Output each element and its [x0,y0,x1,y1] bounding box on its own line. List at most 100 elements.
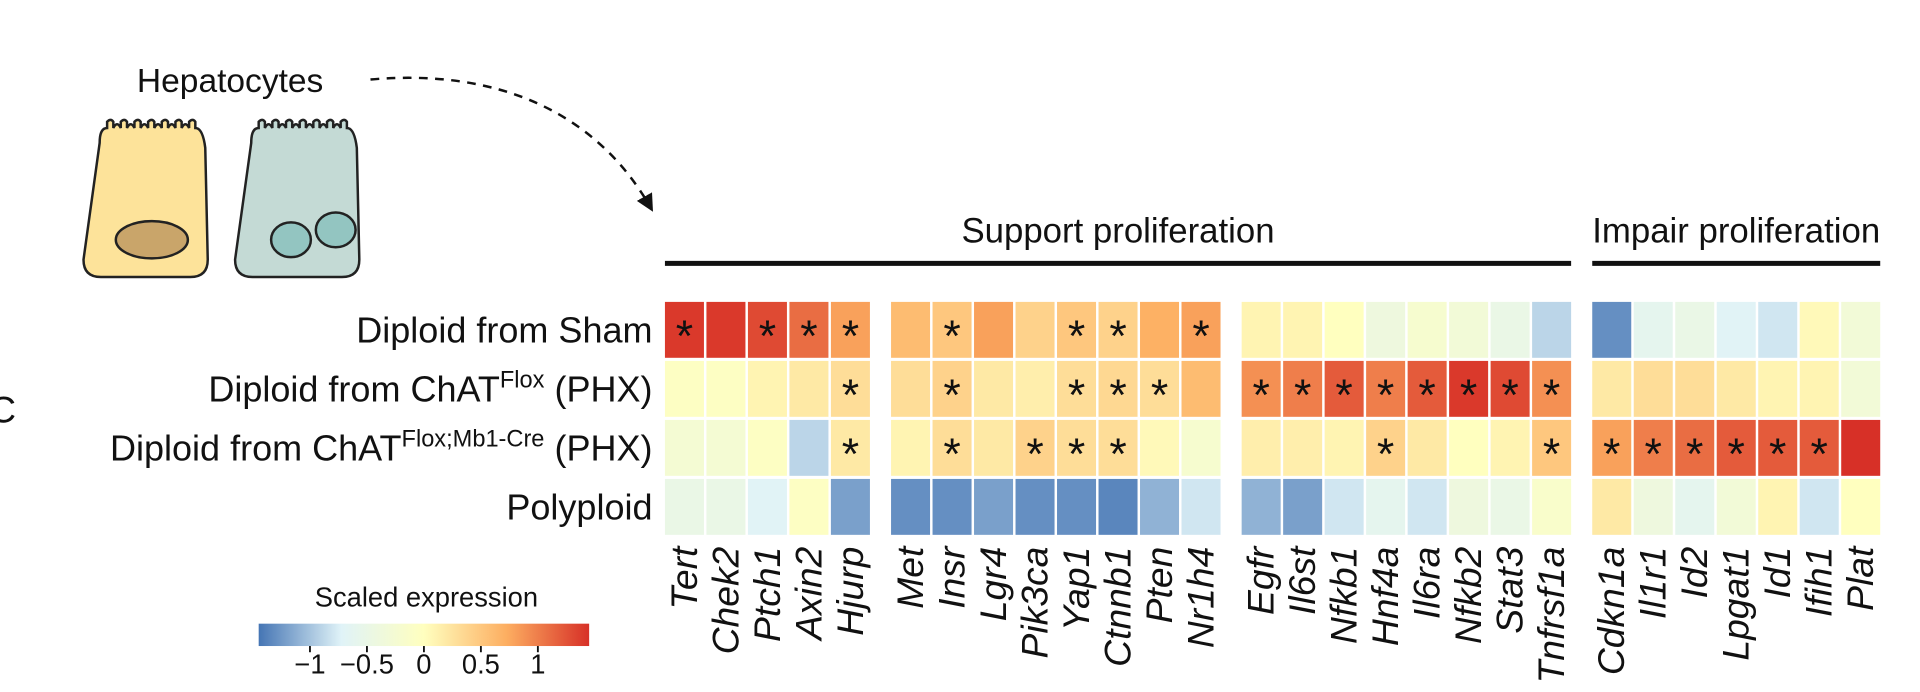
column-label: Nfkb1 [1323,547,1365,644]
heatmap-cell [1241,419,1281,476]
significance-mark: * [1645,430,1662,479]
heatmap-cell [830,478,870,535]
row-label: Diploid from ChATFlox;Mb1-Cre (PHX) [110,427,653,469]
heatmap-cell [1098,419,1138,476]
heatmap-cell [1799,301,1839,358]
significance-mark: * [1151,371,1168,420]
heatmap-cell [706,478,746,535]
heatmap-cell [1841,360,1881,417]
heatmap-cell [932,419,972,476]
heatmap-cell [1241,478,1281,535]
significance-mark: * [1501,371,1518,420]
significance-mark: * [1068,312,1085,361]
heatmap-cell [747,301,787,358]
heatmap-cell [974,478,1014,535]
column-label: Cdkn1a [1590,547,1632,675]
heatmap-cell [1716,360,1756,417]
significance-mark: * [1335,371,1352,420]
heatmap-cell [1407,301,1447,358]
heatmap-cell [1407,360,1447,417]
heatmap-cell [1324,360,1364,417]
heatmap-cell [1758,478,1798,535]
significance-mark: * [1686,430,1703,479]
column-label: Axin2 [787,546,829,641]
heatmap-cell [1799,360,1839,417]
hepatocyte-diploid [82,118,209,279]
heatmap-cell [1592,478,1632,535]
heatmap-cell [1490,360,1530,417]
significance-mark: * [842,371,859,420]
heatmap-cell [1366,478,1406,535]
significance-mark: * [1192,312,1209,361]
heatmap-cell [1449,301,1489,358]
heatmap-cell [1633,301,1673,358]
heatmap-cell [1181,360,1221,417]
heatmap-cell [1366,360,1406,417]
column-label: Lpgat1 [1715,547,1757,661]
heatmap-cell [747,360,787,417]
heatmap-cell [747,478,787,535]
column-label: Plat [1839,545,1881,611]
heatmap-cell [1758,301,1798,358]
row-label-text: (PHX) [544,368,652,409]
column-label: Il6st [1281,545,1323,615]
colorbar [258,623,590,647]
heatmap-cell [664,478,704,535]
significance-mark: * [759,312,776,361]
heatmap-cell [1532,478,1572,535]
significance-mark: * [1068,371,1085,420]
colorbar-tick-label: 0.5 [462,648,500,679]
heatmap-cell [1799,478,1839,535]
significance-mark: * [1109,371,1126,420]
heatmap-cell [1283,301,1323,358]
heatmap-cell [747,419,787,476]
column-label: Ctnnb1 [1096,547,1138,667]
column-label: Nr1h4 [1179,547,1221,649]
colorbar-tick-label: 0 [416,648,431,679]
row-label-sup: Flox;Mb1-Cre [402,427,545,453]
header-label: Support proliferation [961,212,1274,250]
significance-mark: * [943,430,960,479]
heatmap-cell [1841,301,1881,358]
heatmap-cell [1181,419,1221,476]
significance-mark: * [1603,430,1620,479]
illustration-label: Hepatocytes [137,63,323,100]
significance-mark: * [676,312,693,361]
significance-mark: * [1543,430,1560,479]
heatmap-cell [1015,419,1055,476]
arrow [370,76,653,212]
heatmap-cell [830,419,870,476]
heatmap-cell [789,301,829,358]
heatmap-cell [1532,360,1572,417]
heatmap-cell [1057,360,1097,417]
heatmap-cell [1532,301,1572,358]
heatmap-cell [974,360,1014,417]
colorbar-tick-label: −1 [294,648,325,679]
heatmap-cell [1716,419,1756,476]
column-label: Il6ra [1406,547,1448,620]
column-label: Ifih1 [1798,547,1840,617]
heatmap-cell [830,360,870,417]
heatmap-cell [1490,478,1530,535]
heatmap-cell [1057,301,1097,358]
row-label-text: Diploid from ChAT [208,368,500,409]
column-label: Id2 [1673,546,1715,598]
heatmap-cell [1675,478,1715,535]
column-label: Met [889,545,931,609]
significance-mark: * [943,312,960,361]
column-label: Chek2 [704,546,746,654]
heatmap-cell [1490,419,1530,476]
heatmap-cell [1532,419,1572,476]
significance-mark: * [1460,371,1477,420]
heatmap-cell [932,478,972,535]
row-label: Diploid from ChATFlox (PHX) [208,368,652,410]
heatmap-cell [1181,301,1221,358]
significance-mark: * [1769,430,1786,479]
heatmap-cell [1407,478,1447,535]
column-label: Hnf4a [1364,547,1406,646]
heatmap-cell [1490,301,1530,358]
heatmap-cell [1324,301,1364,358]
heatmap-cell [974,301,1014,358]
heatmap-cell [1366,301,1406,358]
